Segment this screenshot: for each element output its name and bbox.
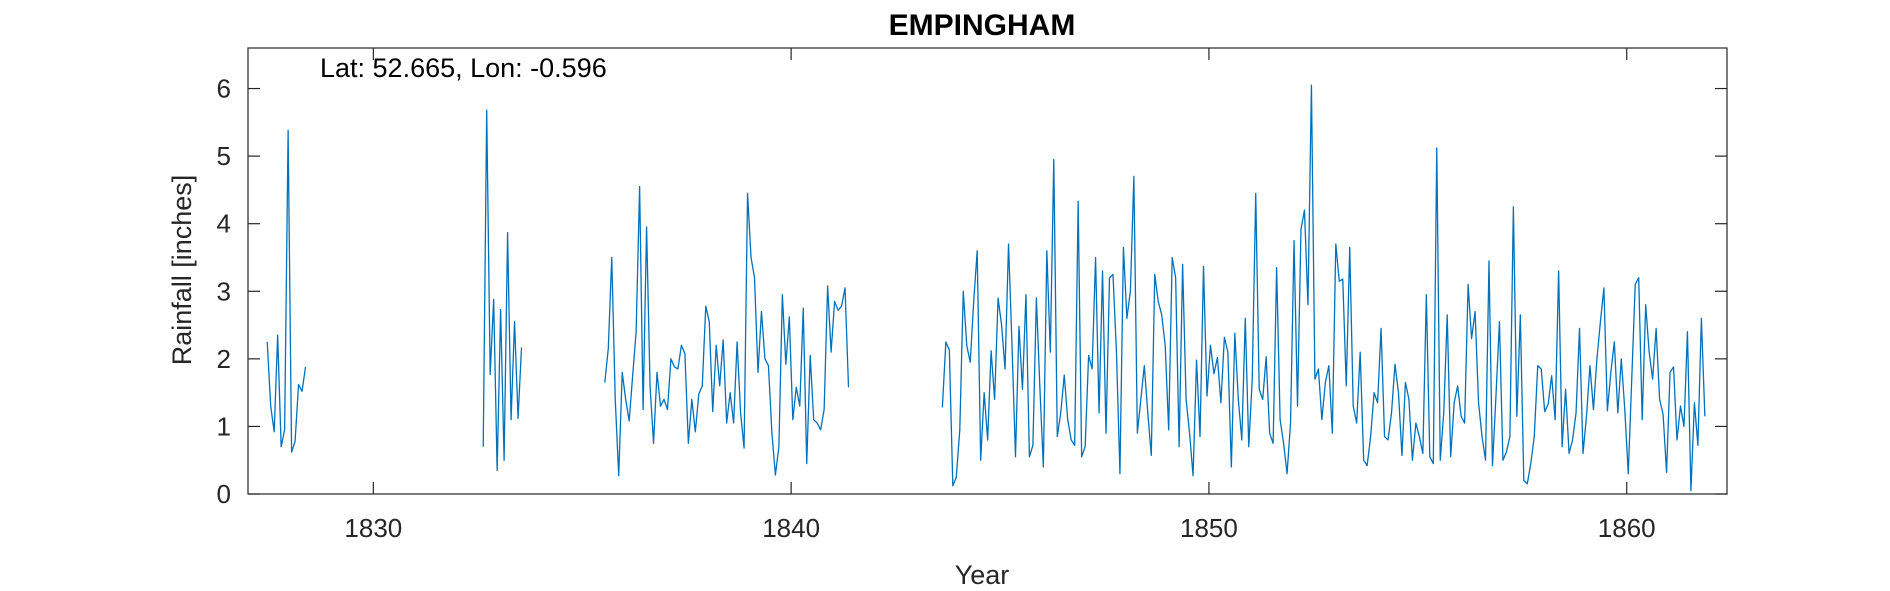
- x-tick-label: 1830: [344, 513, 402, 543]
- y-tick-label: 3: [217, 276, 231, 306]
- y-tick-label: 6: [217, 74, 231, 104]
- x-axis-label: Year: [955, 560, 1010, 590]
- x-tick-label: 1850: [1180, 513, 1238, 543]
- location-annotation: Lat: 52.665, Lon: -0.596: [320, 53, 607, 83]
- chart-title: EMPINGHAM: [889, 9, 1076, 42]
- x-tick-label: 1860: [1598, 513, 1656, 543]
- x-tick-label: 1840: [762, 513, 820, 543]
- axis-ticks: [248, 48, 1727, 495]
- series-line-segment: [604, 185, 850, 477]
- y-tick-label: 5: [217, 141, 231, 171]
- x-tick-labels: 1830 1840 1850 1860: [344, 513, 1655, 543]
- series-lines: [266, 84, 1706, 492]
- plot-area: [247, 47, 1728, 495]
- series-line-segment: [482, 109, 523, 472]
- y-tick-label: 4: [217, 209, 231, 239]
- y-tick-labels: 0 1 2 3 4 5 6: [217, 74, 231, 509]
- y-axis-label: Rainfall [inches]: [167, 175, 197, 366]
- series-line-segment: [266, 129, 307, 453]
- y-tick-label: 2: [217, 344, 231, 374]
- series-line-segment: [941, 84, 1706, 492]
- y-tick-label: 1: [217, 411, 231, 441]
- y-tick-label: 0: [217, 479, 231, 509]
